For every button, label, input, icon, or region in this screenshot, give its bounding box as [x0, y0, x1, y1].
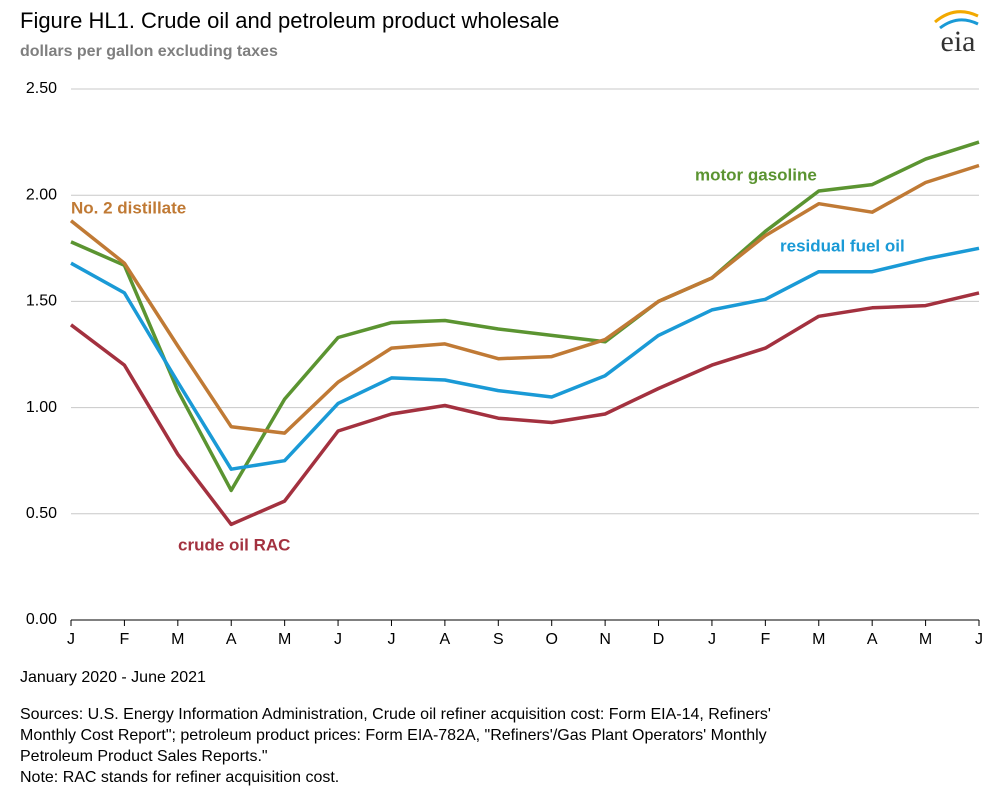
y-tick-label: 2.00 — [26, 186, 57, 203]
y-tick-label: 0.50 — [26, 505, 57, 522]
x-tick-label: F — [120, 631, 130, 648]
logo: eia — [934, 10, 979, 58]
logo-text: eia — [941, 25, 976, 58]
chart-subtitle: dollars per gallon excluding taxes — [20, 43, 278, 60]
series-line — [69, 163, 980, 435]
series-label: residual fuel oil — [780, 236, 905, 255]
series-line — [69, 291, 980, 527]
chart-title: Figure HL1. Crude oil and petroleum prod… — [20, 8, 559, 33]
note: Note: RAC stands for refiner acquisition… — [20, 769, 339, 786]
logo-arc — [934, 10, 979, 24]
x-tick-label: N — [599, 631, 611, 648]
x-tick-label: M — [171, 631, 184, 648]
x-axis-label: January 2020 - June 2021 — [20, 669, 206, 686]
y-tick-label: 0.00 — [26, 611, 57, 628]
y-tick-label: 1.50 — [26, 293, 57, 310]
series-label: motor gasoline — [695, 165, 817, 184]
series-line — [70, 246, 980, 471]
series-label: No. 2 distillate — [71, 198, 186, 217]
x-tick-label: J — [67, 631, 75, 648]
x-tick-label: A — [226, 631, 237, 648]
x-tick-label: J — [708, 631, 716, 648]
source-line: Sources: U.S. Energy Information Adminis… — [20, 706, 771, 723]
source-line: Monthly Cost Report"; petroleum product … — [20, 727, 767, 744]
x-tick-label: J — [387, 631, 395, 648]
x-tick-label: J — [975, 631, 983, 648]
x-tick-label: M — [812, 631, 825, 648]
source-line: Petroleum Product Sales Reports." — [20, 748, 268, 765]
x-tick-label: A — [867, 631, 878, 648]
x-tick-label: A — [440, 631, 451, 648]
series-line — [70, 140, 980, 493]
x-tick-label: O — [545, 631, 557, 648]
x-tick-label: D — [653, 631, 665, 648]
y-tick-label: 1.00 — [26, 399, 57, 416]
logo-arc — [939, 18, 979, 30]
x-tick-label: J — [334, 631, 342, 648]
x-tick-label: S — [493, 631, 504, 648]
y-tick-label: 2.50 — [26, 80, 57, 97]
x-tick-label: M — [278, 631, 291, 648]
x-tick-label: M — [919, 631, 932, 648]
x-tick-label: F — [760, 631, 770, 648]
series-label: crude oil RAC — [178, 535, 290, 554]
